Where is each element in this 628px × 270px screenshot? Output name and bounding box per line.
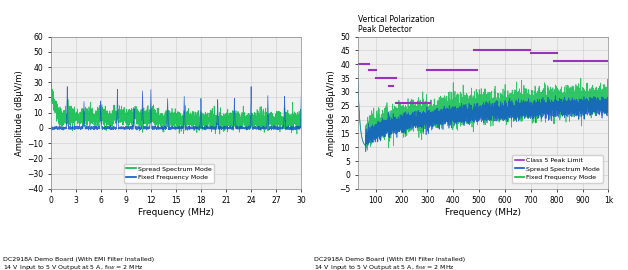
Y-axis label: Amplitude (dBµV/m): Amplitude (dBµV/m) [15, 70, 24, 156]
Text: Vertical Polarization
Peak Detector: Vertical Polarization Peak Detector [357, 15, 435, 34]
Text: DC2918A Demo Board (With EMI Filter Installed)
14 V Input to 5 V Output at 5 A, : DC2918A Demo Board (With EMI Filter Inst… [314, 256, 465, 270]
X-axis label: Frequency (MHz): Frequency (MHz) [445, 208, 521, 217]
Legend: Class 5 Peak Limit, Spread Spectrum Mode, Fixed Frequency Mode: Class 5 Peak Limit, Spread Spectrum Mode… [512, 155, 603, 183]
X-axis label: Frequency (MHz): Frequency (MHz) [138, 208, 214, 217]
Legend: Spread Spectrum Mode, Fixed Frequency Mode: Spread Spectrum Mode, Fixed Frequency Mo… [124, 164, 215, 183]
Y-axis label: Amplitude (dBµV/m): Amplitude (dBµV/m) [327, 70, 336, 156]
Text: DC2918A Demo Board (With EMI Filter Installed)
14 V Input to 5 V Output at 5 A, : DC2918A Demo Board (With EMI Filter Inst… [3, 256, 154, 270]
